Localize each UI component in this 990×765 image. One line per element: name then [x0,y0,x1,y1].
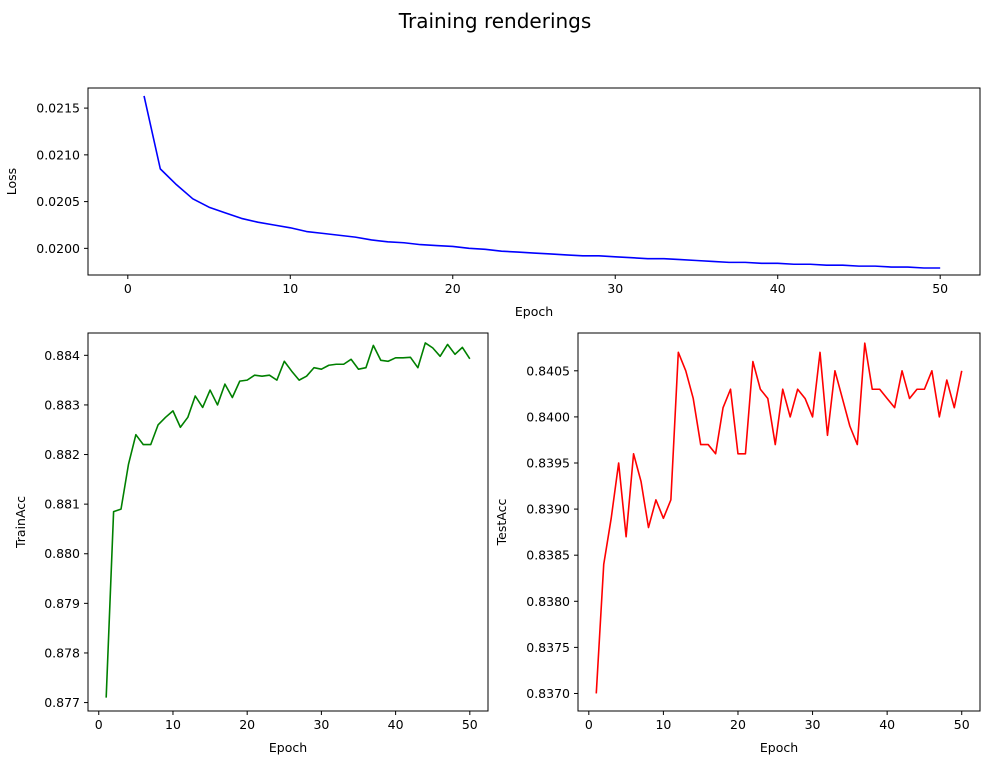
test-acc-x-tick-label: 30 [805,717,821,732]
loss-x-tick-label: 20 [445,281,461,296]
loss-x-tick-label: 30 [607,281,623,296]
train-acc-x-tick-label: 10 [165,717,181,732]
test-acc-y-tick-label: 0.8370 [526,686,570,701]
train-acc-chart: 0 10 20 30 40 50 0.877 0.878 0.879 0.880 0.881 0.88… [13,332,489,755]
test-acc-y-tick-label: 0.8380 [526,594,570,609]
test-acc-y-tick-label: 0.8390 [526,502,570,517]
loss-x-tick-label: 40 [770,281,786,296]
test-acc-axes-frame [577,332,981,712]
train-acc-x-tick-label: 30 [313,717,329,732]
test-acc-y-tick-label: 0.8385 [526,548,570,563]
loss-y-tick-label: 0.0200 [36,241,80,256]
train-acc-y-axis-label: TrainAcc [13,496,28,549]
train-acc-series-line [105,342,471,698]
loss-series-line [143,95,941,269]
train-acc-y-tick-label: 0.879 [44,596,80,611]
test-acc-x-axis-label: Epoch [760,740,798,755]
train-acc-x-tick-label: 40 [388,717,404,732]
test-acc-y-tick-label: 0.8375 [526,640,570,655]
test-acc-chart: 0 10 20 30 40 50 0.8370 0.8375 0.8380 0.8385 0.839… [494,332,981,755]
test-acc-y-tick-label: 0.8400 [526,409,570,424]
loss-y-tick-label: 0.0205 [36,194,80,209]
train-acc-y-tick-label: 0.884 [44,348,80,363]
train-acc-y-tick-label: 0.880 [44,546,80,561]
figure-title: Training renderings [398,9,592,33]
train-acc-axes-frame [87,332,489,712]
test-acc-x-tick-label: 40 [879,717,895,732]
train-acc-x-tick-label: 20 [239,717,255,732]
loss-x-tick-label: 50 [932,281,948,296]
loss-y-axis-label: Loss [4,168,19,195]
train-acc-y-tick-label: 0.877 [44,695,80,710]
test-acc-x-tick-label: 0 [585,717,593,732]
train-acc-x-tick-label: 50 [462,717,478,732]
loss-x-axis-label: Epoch [515,304,553,319]
loss-axes-frame [87,87,981,276]
train-acc-x-tick-label: 0 [95,717,103,732]
test-acc-series-line [595,342,963,694]
test-acc-y-tick-label: 0.8405 [526,363,570,378]
train-acc-y-tick-label: 0.882 [44,447,80,462]
loss-x-tick-label: 0 [124,281,132,296]
train-acc-x-axis-label: Epoch [269,740,307,755]
loss-chart: 0 10 20 30 40 50 0.0200 0.0205 0.0210 0.0215 Epoch… [4,87,981,319]
train-acc-y-tick-label: 0.881 [44,497,80,512]
train-acc-y-tick-label: 0.878 [44,645,80,660]
test-acc-y-tick-label: 0.8395 [526,455,570,470]
loss-y-tick-label: 0.0215 [36,101,80,116]
loss-y-tick-label: 0.0210 [36,147,80,162]
test-acc-x-tick-label: 20 [730,717,746,732]
test-acc-x-tick-label: 10 [655,717,671,732]
train-acc-y-tick-label: 0.883 [44,397,80,412]
test-acc-x-tick-label: 50 [954,717,970,732]
loss-x-tick-label: 10 [282,281,298,296]
test-acc-y-axis-label: TestAcc [494,499,509,547]
